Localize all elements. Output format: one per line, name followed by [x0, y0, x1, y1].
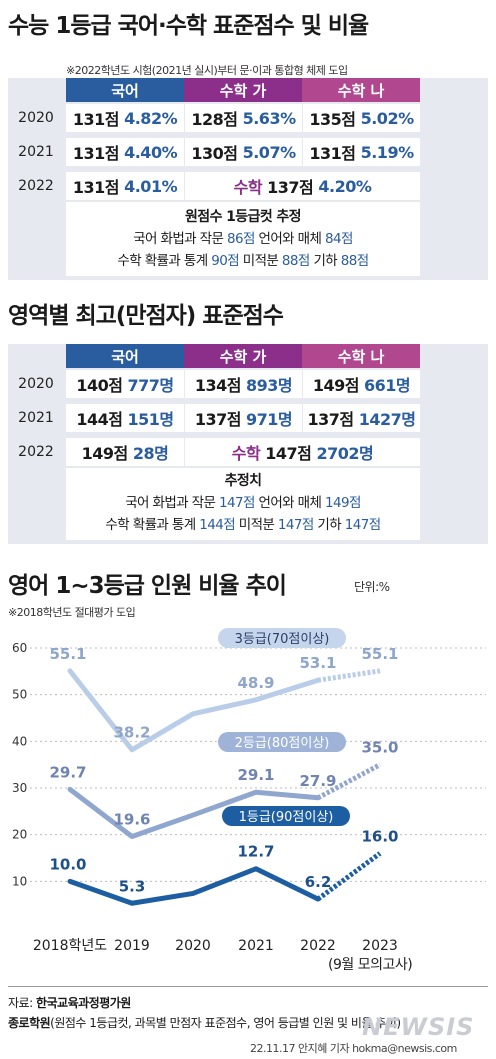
source-line-2: 종로학원(원점수 1등급컷, 과목별 만점자 표준점수, 영어 등급별 인원 및…: [8, 1016, 401, 1030]
line-chart: 10 20 30 40 50 60 3등급(70점이상) 2등급(80점이상) 1등급(90점…: [12, 628, 486, 954]
series-line-dashed: [316, 762, 382, 801]
y-tick-label: 50: [12, 688, 27, 702]
legend-label: 2등급(80점이상): [235, 736, 330, 751]
table-cell: 131점 5.19%: [303, 138, 420, 166]
estimate-box: 추정치 국어 화법과 작문 147점 언어와 매체 149점 수학 확률과 통계…: [66, 468, 420, 540]
header-korean: 국어: [66, 344, 184, 368]
header-math-ga: 수학 가: [184, 344, 302, 368]
legend-pill: [222, 806, 350, 826]
data-label: 55.1: [49, 645, 86, 663]
table-cell: 130점 5.07%: [185, 138, 302, 166]
series-line: [67, 866, 321, 906]
table-cell: 128점 5.63%: [185, 104, 302, 132]
table-cell: 140점 777명: [66, 370, 184, 398]
y-tick-label: 10: [12, 874, 27, 888]
section2-title: 영역별 최고(만점자) 표준점수: [8, 303, 284, 329]
table-cell: 131점 4.01%: [66, 172, 184, 200]
header-math-na: 수학 나: [302, 78, 420, 102]
legend-pill: [218, 628, 346, 648]
table-cell: 137점 1427명: [303, 404, 420, 432]
y-tick-label: 30: [12, 781, 27, 795]
box-line: 수학 확률과 통계 144점 미적분 147점 기하 147점: [105, 517, 381, 533]
data-label: 55.1: [361, 645, 398, 663]
series-line: [67, 786, 321, 840]
year-label: 2022: [18, 444, 54, 460]
source-line-1: 자료: 한국교육과정평가원: [8, 996, 131, 1010]
x-tick-label: 2021: [238, 938, 274, 954]
table-cell: 수학 137점 4.20%: [185, 172, 420, 200]
data-label: 53.1: [299, 654, 336, 672]
data-label: 5.3: [119, 877, 146, 895]
x-tick-label: 2020: [175, 938, 211, 954]
section1-table: 국어 수학 가 수학 나 2020 131점 4.82% 128점 5.63% …: [8, 78, 488, 280]
section3-title: 영어 1~3등급 인원 비율 추이: [8, 573, 287, 599]
table-cell: 144점 151명: [66, 404, 184, 432]
section1-title: 수능 1등급 국어·수학 표준점수 및 비율: [8, 13, 369, 39]
data-label: 10.0: [49, 855, 86, 873]
x-tick-label: 2023: [362, 938, 398, 954]
year-label: 2020: [18, 110, 54, 126]
legend-pill: [218, 732, 346, 752]
table-cell: 149점 28명: [66, 438, 184, 466]
section1-note: ※2022학년도 시험(2021년 실시)부터 문·이과 통합형 체제 도입: [66, 64, 348, 77]
table-cell: 149점 661명: [303, 370, 420, 398]
year-label: 2021: [18, 144, 54, 160]
newsis-logo: NEWSIS: [362, 1013, 475, 1041]
table-cell: 131점 4.82%: [66, 104, 184, 132]
data-label: 19.6: [113, 811, 150, 829]
series-line-dashed: [317, 668, 381, 683]
x-tick-label: 2019: [114, 938, 150, 954]
header-korean: 국어: [66, 78, 184, 102]
section2-table: 국어 수학 가 수학 나 2020 140점 777명 134점 893명 14…: [8, 344, 488, 544]
divider: [8, 986, 488, 987]
year-label: 2020: [18, 376, 54, 392]
table-cell: 134점 893명: [185, 370, 302, 398]
data-label: 48.9: [237, 674, 274, 692]
table-cell: 수학 147점 2702명: [185, 438, 420, 466]
unit-label: 단위:%: [354, 580, 390, 594]
legend-label: 1등급(90점이상): [239, 810, 334, 825]
credit: 22.11.17 안지혜 기자 hokma@newsis.com: [250, 1042, 457, 1055]
y-tick-label: 40: [12, 734, 27, 748]
data-label: 6.2: [305, 873, 332, 891]
table-cell: 137점 971명: [185, 404, 302, 432]
data-label: 38.2: [113, 724, 150, 742]
data-label: 12.7: [237, 843, 274, 861]
data-label: 16.0: [361, 827, 398, 845]
year-label: 2022: [18, 178, 54, 194]
section3-note: ※2018학년도 절대평가 도입: [8, 606, 136, 619]
x-tick-label: 2022: [300, 938, 336, 954]
header-math-ga: 수학 가: [184, 78, 302, 102]
y-tick-label: 20: [12, 828, 27, 842]
x-tick-label: 2018학년도: [33, 938, 107, 954]
data-label: 29.7: [49, 763, 86, 781]
y-tick-label: 60: [12, 641, 27, 655]
series-line: [67, 668, 321, 753]
data-label: 27.9: [299, 772, 336, 790]
x-sublabel: (9월 모의고사): [328, 957, 413, 973]
box-heading: 원점수 1등급컷 추정: [185, 209, 302, 225]
series-line-dashed: [316, 851, 382, 902]
box-heading: 추정치: [224, 473, 262, 489]
table-cell: 135점 5.02%: [303, 104, 420, 132]
data-label: 35.0: [361, 739, 398, 757]
data-label: 29.1: [237, 766, 274, 784]
cutoff-box: 원점수 1등급컷 추정 국어 화법과 작문 86점 언어와 매체 84점 수학 …: [66, 202, 420, 276]
box-line: 국어 화법과 작문 86점 언어와 매체 84점: [133, 231, 353, 247]
table-cell: 131점 4.40%: [66, 138, 184, 166]
year-label: 2021: [18, 410, 54, 426]
header-math-na: 수학 나: [302, 344, 420, 368]
box-line: 국어 화법과 작문 147점 언어와 매체 149점: [125, 495, 361, 511]
legend-label: 3등급(70점이상): [235, 632, 330, 647]
box-line: 수학 확률과 통계 90점 미적분 88점 기하 88점: [117, 253, 369, 269]
